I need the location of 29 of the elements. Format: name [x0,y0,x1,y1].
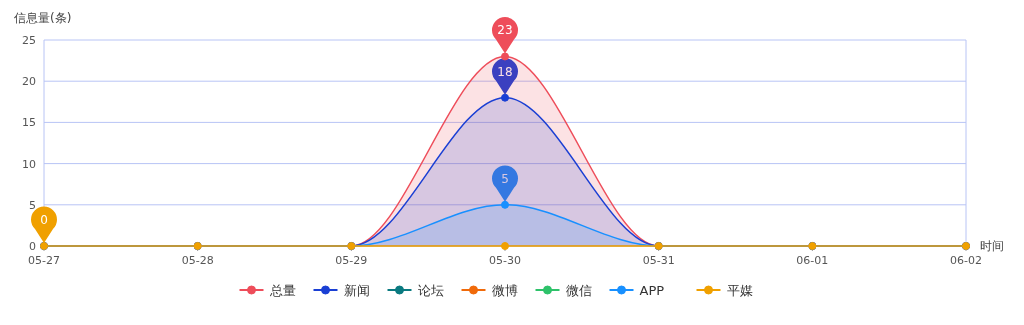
data-label: 0 [40,213,48,227]
legend-label: 微博 [491,283,518,298]
point [501,93,509,102]
y-axis-title: 信息量(条) [14,11,72,25]
x-tick-label: 05-29 [335,254,368,267]
data-label: 18 [497,64,513,79]
y-tick-label: 5 [29,198,36,212]
data-label: 5 [501,171,509,186]
y-tick-label: 20 [22,75,36,89]
legend-label: 新闻 [343,283,370,298]
y-tick-label: 25 [22,34,36,47]
y-tick-label: 10 [22,157,36,171]
x-tick-label: 05-31 [642,254,675,267]
x-tick-label: 05-30 [489,254,521,267]
x-tick-label: 05-27 [28,254,60,267]
x-tick-label: 06-02 [950,254,982,267]
data-label: 23 [497,23,513,38]
x-axis-title: 时间 [980,239,1004,253]
y-tick-label: 0 [29,240,36,253]
point [501,52,509,61]
legend-label: 总量 [268,283,296,298]
legend-label: 论坛 [417,283,444,298]
point [501,200,509,209]
legend-label: 平媒 [726,283,753,298]
legend-label: 微信 [565,283,592,298]
legend-label: APP [639,283,665,298]
x-tick-label: 06-01 [796,254,829,267]
y-tick-label: 15 [22,116,36,130]
x-tick-label: 05-28 [181,254,214,267]
